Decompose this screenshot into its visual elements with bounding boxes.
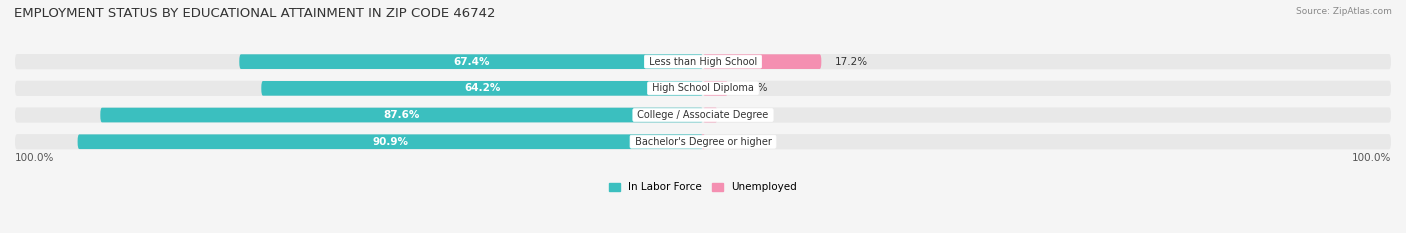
Legend: In Labor Force, Unemployed: In Labor Force, Unemployed <box>605 178 801 196</box>
Text: 87.6%: 87.6% <box>384 110 420 120</box>
Text: High School Diploma: High School Diploma <box>650 83 756 93</box>
Text: 2.1%: 2.1% <box>731 110 758 120</box>
Text: 64.2%: 64.2% <box>464 83 501 93</box>
Text: 0.0%: 0.0% <box>717 137 742 147</box>
FancyBboxPatch shape <box>15 54 1391 69</box>
FancyBboxPatch shape <box>15 81 1391 96</box>
Text: 67.4%: 67.4% <box>453 57 489 67</box>
Text: 100.0%: 100.0% <box>15 153 55 163</box>
Text: Bachelor's Degree or higher: Bachelor's Degree or higher <box>631 137 775 147</box>
FancyBboxPatch shape <box>100 108 703 122</box>
Text: 100.0%: 100.0% <box>1351 153 1391 163</box>
Text: College / Associate Degree: College / Associate Degree <box>634 110 772 120</box>
FancyBboxPatch shape <box>703 81 728 96</box>
FancyBboxPatch shape <box>703 108 717 122</box>
Text: 90.9%: 90.9% <box>373 137 408 147</box>
Text: Less than High School: Less than High School <box>645 57 761 67</box>
FancyBboxPatch shape <box>15 134 1391 149</box>
FancyBboxPatch shape <box>77 134 703 149</box>
Text: Source: ZipAtlas.com: Source: ZipAtlas.com <box>1296 7 1392 16</box>
FancyBboxPatch shape <box>239 54 703 69</box>
FancyBboxPatch shape <box>15 107 1391 123</box>
Text: 17.2%: 17.2% <box>835 57 869 67</box>
FancyBboxPatch shape <box>703 54 821 69</box>
FancyBboxPatch shape <box>702 134 704 149</box>
Text: 3.6%: 3.6% <box>741 83 768 93</box>
Text: EMPLOYMENT STATUS BY EDUCATIONAL ATTAINMENT IN ZIP CODE 46742: EMPLOYMENT STATUS BY EDUCATIONAL ATTAINM… <box>14 7 495 20</box>
FancyBboxPatch shape <box>262 81 703 96</box>
